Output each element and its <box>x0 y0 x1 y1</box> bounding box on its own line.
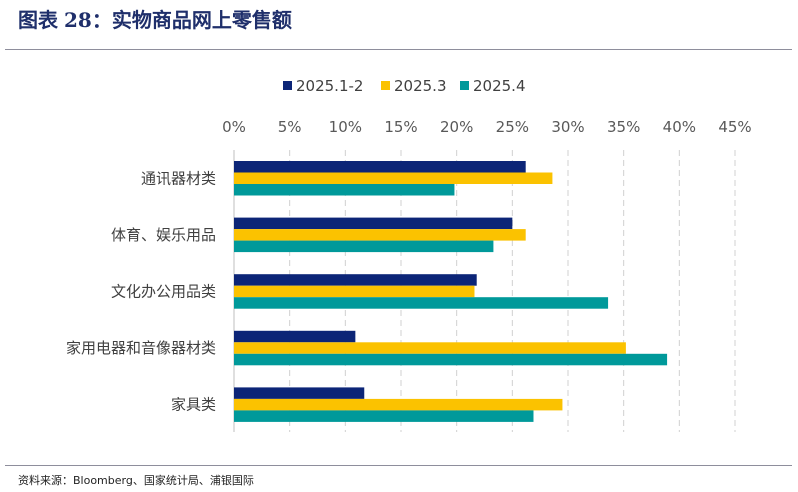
x-axis-ticks: 0% 5% 10% 15% 20% 25% 30% 35% 40% 45% <box>222 118 752 136</box>
bar <box>234 330 356 343</box>
bar <box>234 184 455 196</box>
category-label: 体育、娱乐用品 <box>111 226 216 244</box>
legend-label: 2025.3 <box>394 77 447 95</box>
bar <box>234 297 609 309</box>
bar <box>234 410 534 422</box>
figure-title-prefix: 图表 <box>18 8 58 32</box>
bar <box>234 342 626 354</box>
category-label: 家具类 <box>171 396 216 414</box>
x-tick-label: 15% <box>384 118 417 136</box>
legend-label: 2025.1-2 <box>296 77 363 95</box>
bar <box>234 229 526 241</box>
x-tick-label: 25% <box>496 118 529 136</box>
x-tick-label: 5% <box>278 118 302 136</box>
category-label: 通讯器材类 <box>141 169 216 187</box>
chart-bars <box>234 161 668 422</box>
x-tick-label: 0% <box>222 118 246 136</box>
bottom-divider <box>5 465 792 466</box>
bar <box>234 161 526 173</box>
legend-label: 2025.4 <box>473 77 526 95</box>
x-tick-label: 35% <box>607 118 640 136</box>
top-divider <box>5 49 792 50</box>
bar <box>234 285 475 298</box>
category-label: 文化办公用品类 <box>111 282 216 300</box>
bar <box>234 398 563 411</box>
figure-title-text: 实物商品网上零售额 <box>111 8 292 32</box>
bar <box>234 353 668 366</box>
figure-title: 图表 28：实物商品网上零售额 <box>18 4 292 33</box>
legend-swatch <box>381 81 390 90</box>
x-tick-label: 45% <box>718 118 751 136</box>
x-tick-label: 20% <box>440 118 473 136</box>
bar <box>234 217 513 230</box>
legend-swatch <box>460 81 469 90</box>
source-note: 资料来源：Bloomberg、国家统计局、浦银国际 <box>18 474 254 487</box>
bar <box>234 274 477 286</box>
bar <box>234 240 494 253</box>
category-label: 家用电器和音像器材类 <box>66 339 216 357</box>
x-tick-label: 40% <box>663 118 696 136</box>
x-tick-label: 10% <box>329 118 362 136</box>
legend-swatch <box>283 81 292 90</box>
bar <box>234 172 553 184</box>
chart-legend: 2025.1-2 2025.3 2025.4 <box>283 77 526 95</box>
x-tick-label: 30% <box>551 118 584 136</box>
figure-title-number: 28： <box>64 8 112 32</box>
bar <box>234 387 365 399</box>
